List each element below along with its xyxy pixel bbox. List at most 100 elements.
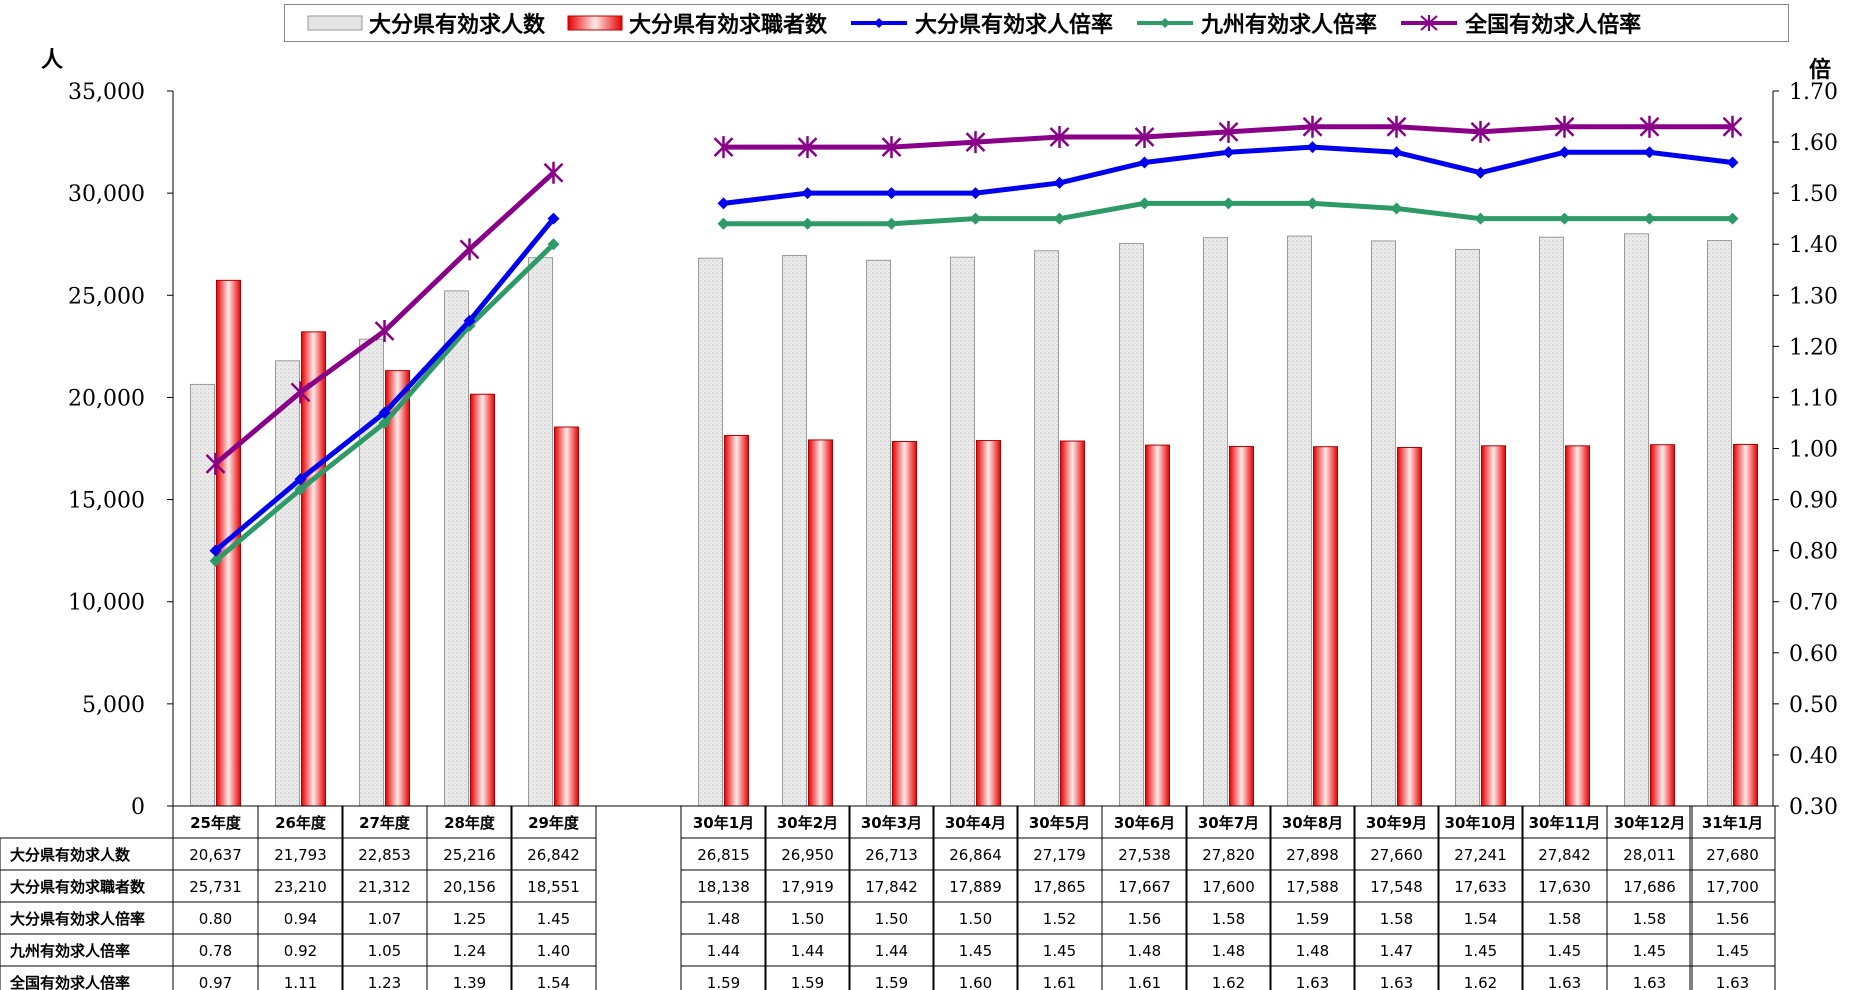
table-value: 28,011 bbox=[1623, 846, 1676, 864]
table-cell bbox=[257, 965, 344, 990]
table-value: 0.78 bbox=[199, 942, 232, 960]
bar-job-seekers bbox=[892, 441, 917, 807]
table-value: 26,815 bbox=[697, 846, 750, 864]
bar-job-seekers bbox=[554, 426, 579, 807]
table-value: 26,713 bbox=[865, 846, 918, 864]
table-value: 1.40 bbox=[537, 942, 570, 960]
table-value: 25,731 bbox=[189, 878, 242, 896]
table-value: 1.44 bbox=[791, 942, 824, 960]
series-marker-star bbox=[374, 320, 395, 343]
table-category-label: 27年度 bbox=[359, 814, 411, 832]
series-marker-star bbox=[1470, 120, 1491, 143]
table-category-label: 30年7月 bbox=[1198, 814, 1259, 832]
table-cell bbox=[1606, 965, 1693, 990]
table-value: 27,660 bbox=[1370, 846, 1423, 864]
table-value: 0.94 bbox=[284, 910, 317, 928]
bar-job-offers bbox=[1203, 237, 1228, 807]
table-value: 26,842 bbox=[527, 846, 580, 864]
legend-item-job-seekers: 大分県有効求職者数 bbox=[567, 7, 827, 39]
table-category-label: 30年4月 bbox=[945, 814, 1006, 832]
table-value: 1.59 bbox=[707, 974, 740, 990]
table-category-label: 30年1月 bbox=[693, 814, 754, 832]
table-value: 18,551 bbox=[527, 878, 580, 896]
series-marker-diamond bbox=[1053, 176, 1066, 189]
table-category-label: 30年2月 bbox=[777, 814, 838, 832]
table-value: 1.58 bbox=[1212, 910, 1245, 928]
table-value: 1.56 bbox=[1716, 910, 1749, 928]
right-axis-tick-label: 0.50 bbox=[1789, 693, 1838, 718]
table-value: 1.23 bbox=[368, 974, 401, 990]
table-value: 1.54 bbox=[1464, 910, 1497, 928]
bar-job-seekers bbox=[808, 439, 833, 807]
bar-job-offers bbox=[444, 290, 469, 807]
right-axis-tick-label: 1.70 bbox=[1789, 80, 1838, 105]
series-marker-diamond bbox=[209, 554, 222, 567]
table-value: 27,241 bbox=[1454, 846, 1507, 864]
bar-job-seekers bbox=[1397, 447, 1422, 807]
bar-job-seekers bbox=[1060, 440, 1085, 807]
series-marker-star bbox=[1302, 115, 1323, 138]
legend-swatch-job-seekers bbox=[567, 15, 623, 31]
bar-job-offers bbox=[190, 383, 215, 807]
table-value: 17,630 bbox=[1538, 878, 1591, 896]
bar-job-seekers bbox=[724, 434, 749, 807]
table-value: 1.44 bbox=[875, 942, 908, 960]
table-value: 1.63 bbox=[1633, 974, 1666, 990]
right-axis-tick-label: 0.80 bbox=[1789, 540, 1838, 565]
right-axis-tick-label: 0.60 bbox=[1789, 642, 1838, 667]
legend-label-national-ratio: 全国有効求人倍率 bbox=[1465, 13, 1642, 38]
table-cell bbox=[848, 965, 935, 990]
bar-job-seekers bbox=[1650, 444, 1675, 807]
series-marker-star bbox=[459, 238, 480, 261]
table-value: 0.92 bbox=[284, 942, 317, 960]
series-marker-diamond bbox=[801, 217, 814, 230]
table-cell bbox=[1269, 965, 1356, 990]
legend-item-national-ratio: 全国有効求人倍率 bbox=[1399, 7, 1641, 39]
series-marker-diamond bbox=[1643, 212, 1656, 225]
table-value: 1.60 bbox=[959, 974, 992, 990]
table-value: 1.61 bbox=[1128, 974, 1161, 990]
series-marker-diamond bbox=[801, 187, 814, 200]
bar-job-seekers bbox=[1145, 444, 1170, 807]
table-category-label: 30年12月 bbox=[1614, 814, 1686, 832]
series-marker-star bbox=[1218, 120, 1239, 143]
left-axis-tick-label: 0 bbox=[131, 795, 145, 820]
right-axis-tick-label: 1.60 bbox=[1789, 131, 1838, 156]
table-value: 17,667 bbox=[1118, 878, 1171, 896]
table-value: 1.45 bbox=[1633, 942, 1666, 960]
series-marker-diamond bbox=[1643, 146, 1656, 159]
series-marker-star bbox=[1722, 115, 1743, 138]
table-value: 17,588 bbox=[1286, 878, 1339, 896]
table-value: 1.45 bbox=[1043, 942, 1076, 960]
series-marker-diamond bbox=[378, 416, 391, 429]
table-value: 1.24 bbox=[453, 942, 486, 960]
table-cell bbox=[1185, 965, 1272, 990]
series-marker-diamond bbox=[1306, 197, 1319, 210]
legend-swatch-kyushu-ratio bbox=[1137, 18, 1194, 28]
bar-job-offers bbox=[1287, 235, 1312, 807]
series-marker-diamond bbox=[1390, 202, 1403, 215]
series-marker-diamond bbox=[1306, 141, 1319, 154]
table-cell bbox=[510, 965, 597, 990]
table-value: 1.59 bbox=[791, 974, 824, 990]
series-marker-diamond bbox=[1558, 212, 1571, 225]
table-value: 17,548 bbox=[1370, 878, 1423, 896]
bar-job-offers bbox=[275, 360, 300, 807]
left-axis-tick-label: 25,000 bbox=[68, 284, 145, 309]
series-marker-diamond bbox=[1222, 146, 1235, 159]
table-value: 25,216 bbox=[443, 846, 496, 864]
left-axis-tick-label: 35,000 bbox=[68, 80, 145, 105]
table-value: 17,700 bbox=[1706, 878, 1759, 896]
table-value: 1.58 bbox=[1380, 910, 1413, 928]
series-marker-diamond bbox=[1222, 197, 1235, 210]
table-value: 1.25 bbox=[453, 910, 486, 928]
legend-label-job-seekers: 大分県有効求職者数 bbox=[629, 13, 828, 38]
legend-swatch-national-ratio bbox=[1401, 15, 1458, 31]
table-value: 26,864 bbox=[949, 846, 1002, 864]
series-marker-diamond bbox=[1138, 156, 1151, 169]
table-cell bbox=[764, 965, 851, 990]
table-value: 1.59 bbox=[875, 974, 908, 990]
bar-job-seekers bbox=[1313, 446, 1338, 807]
